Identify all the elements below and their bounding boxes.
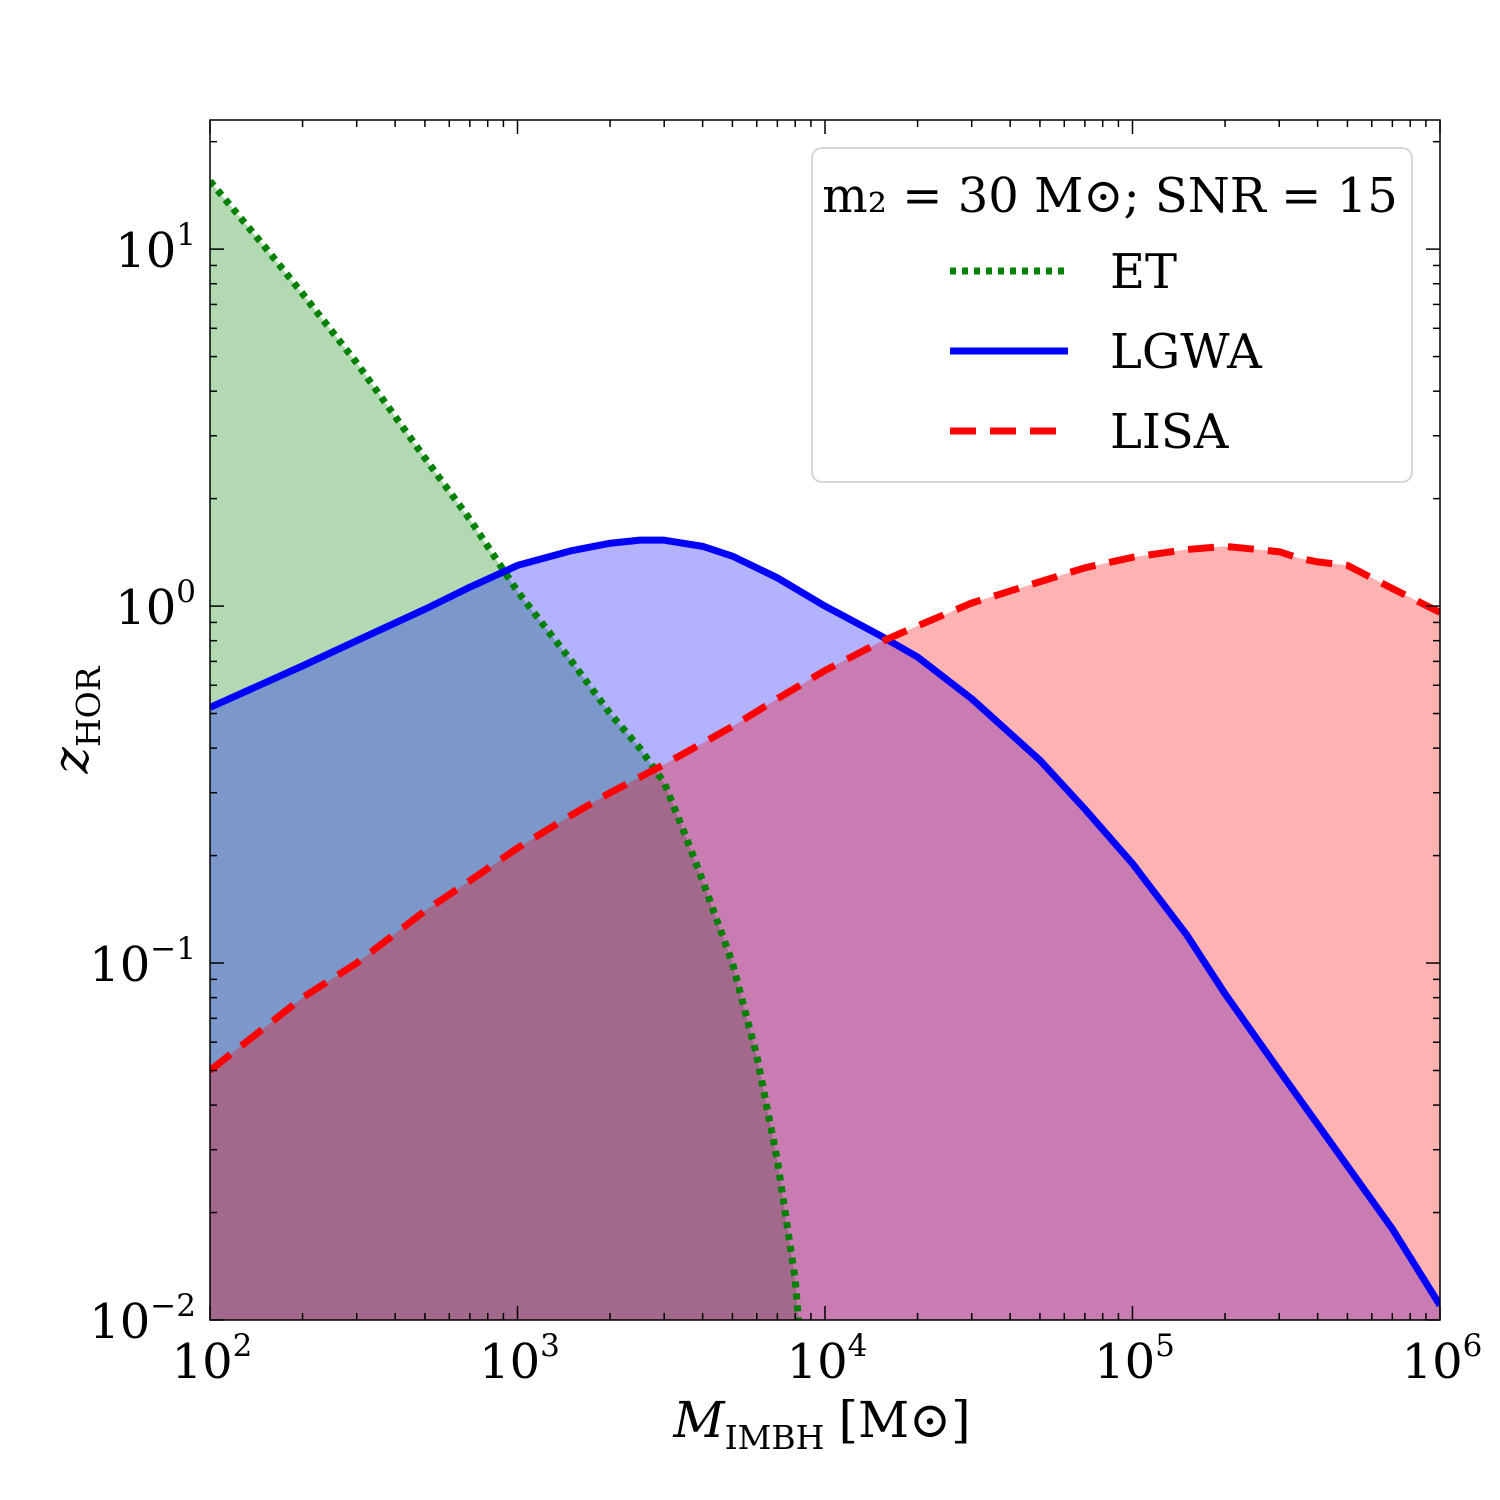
- series-lines: [210, 178, 1440, 1320]
- y-axis-sub: HOR: [69, 665, 108, 747]
- y-axis-title: zHOR: [42, 665, 108, 774]
- x-axis-title: MIMBH [M⊙]: [672, 1391, 970, 1457]
- y-tick-label: 100: [115, 574, 196, 636]
- legend-box: [811, 147, 1413, 483]
- legend-items: ET LGWA LISA: [950, 244, 1263, 460]
- y-tick-label: 101: [115, 217, 196, 279]
- area-lisa: [210, 546, 1440, 1320]
- x-tick-label: 103: [479, 1328, 560, 1390]
- y-tick-base: 10: [89, 937, 150, 993]
- x-tick-label: 106: [1402, 1328, 1483, 1390]
- legend: m₂ = 30 M⊙; SNR = 15 ET LGWA LISA: [811, 147, 1413, 483]
- x-tick-base: 10: [479, 1334, 540, 1390]
- x-tick-exp: 4: [848, 1328, 868, 1364]
- x-tick-base: 10: [1402, 1334, 1463, 1390]
- x-tick-exp: 6: [1463, 1328, 1483, 1364]
- line-lgwa: [210, 536, 1440, 1308]
- line-et: [210, 178, 802, 1320]
- legend-title: m₂ = 30 M⊙; SNR = 15: [822, 168, 1397, 224]
- y-tick-label: 10−2: [89, 1288, 196, 1350]
- legend-label-lisa: LISA: [1110, 404, 1230, 460]
- x-axis-sub: IMBH: [725, 1418, 825, 1457]
- x-tick-label: 102: [172, 1328, 253, 1390]
- area-lgwa: [210, 540, 1440, 1320]
- x-tick-exp: 2: [233, 1328, 253, 1364]
- x-axis-unit: [M⊙]: [838, 1391, 970, 1449]
- x-tick-exp: 5: [1155, 1328, 1175, 1364]
- legend-label-et: ET: [1110, 244, 1177, 300]
- legend-label-lgwa: LGWA: [1110, 324, 1263, 380]
- x-tick-exp: 3: [540, 1328, 560, 1364]
- x-tick-label: 104: [787, 1328, 868, 1390]
- y-tick-base: 10: [89, 1294, 150, 1350]
- y-axis-var: z: [42, 747, 100, 775]
- y-tick-base: 10: [115, 580, 176, 636]
- x-tick-label: 105: [1094, 1328, 1175, 1390]
- line-lisa: [210, 542, 1440, 1074]
- y-tick-base: 10: [115, 223, 176, 279]
- axis-ticks: [209, 120, 1441, 1321]
- x-tick-base: 10: [1094, 1334, 1155, 1390]
- y-tick-exp: 1: [176, 217, 196, 253]
- x-tick-base: 10: [172, 1334, 233, 1390]
- area-et: [210, 181, 799, 1320]
- x-tick-base: 10: [787, 1334, 848, 1390]
- y-tick-exp: 0: [176, 574, 196, 610]
- y-tick-exp: −2: [150, 1288, 196, 1324]
- y-tick-exp: −1: [150, 931, 196, 967]
- x-axis-var: M: [672, 1391, 726, 1449]
- y-tick-label: 10−1: [89, 931, 196, 993]
- series-fills: [210, 181, 1440, 1320]
